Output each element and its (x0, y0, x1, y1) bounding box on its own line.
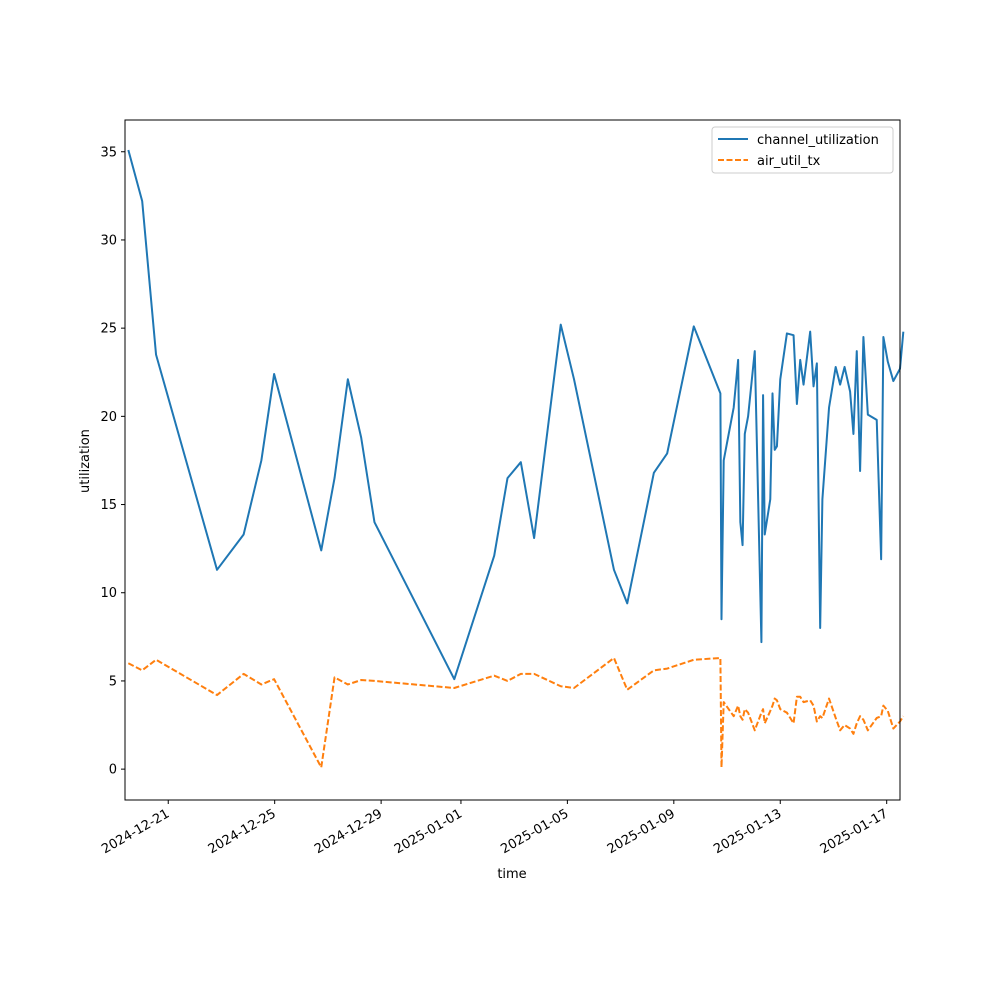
y-tick-label: 35 (100, 145, 117, 160)
y-tick-label: 0 (109, 763, 117, 778)
legend-label-channel-utilization: channel_utilization (757, 133, 879, 148)
legend-label-air-util-tx: air_util_tx (757, 154, 821, 169)
y-tick-label: 15 (100, 498, 117, 513)
y-tick-label: 30 (100, 233, 117, 248)
plot-area-frame (124, 119, 901, 801)
series-points-channel-utilization (128, 149, 904, 680)
y-axis: 0 5 10 15 20 25 30 35 (100, 145, 125, 778)
y-tick-label: 10 (100, 586, 117, 601)
series-points-air-util-tx (128, 657, 904, 768)
series-layer (127, 149, 905, 769)
y-tick-label: 25 (100, 322, 117, 337)
x-axis-label: time (497, 867, 526, 882)
y-axis-label: utilization (78, 429, 93, 493)
series-line-air-util-tx (127, 657, 905, 769)
legend-box (711, 126, 894, 174)
y-tick-label: 5 (109, 674, 117, 689)
y-tick-label: 20 (100, 410, 117, 425)
legend: channel_utilization air_util_tx (711, 126, 894, 174)
